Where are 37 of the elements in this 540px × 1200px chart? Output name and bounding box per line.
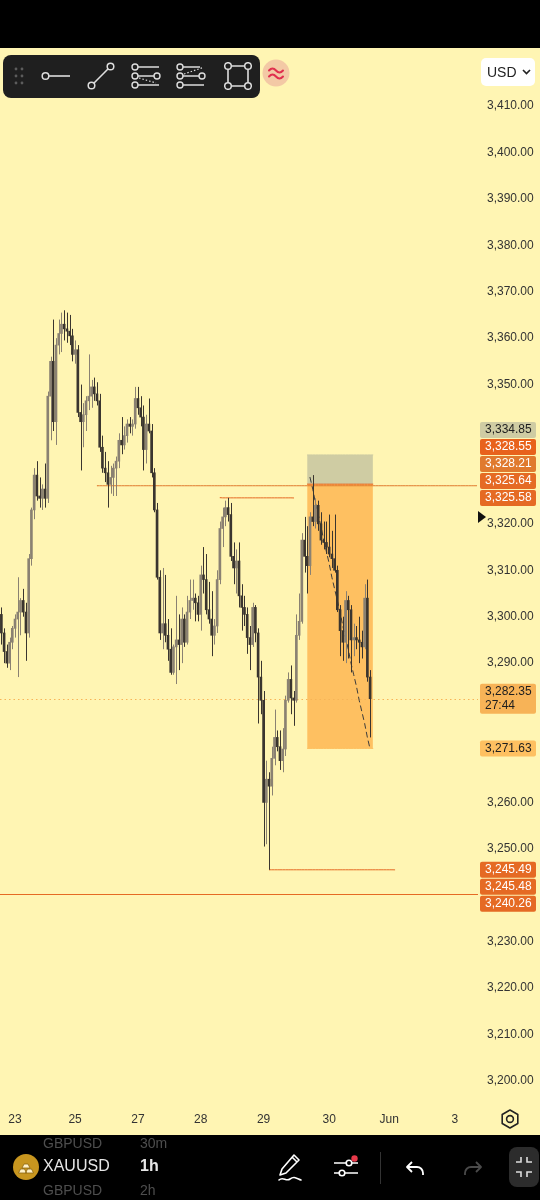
x-tick-label: 25 [68,1111,83,1126]
y-tick-label: 3,380.00 [487,237,535,252]
y-tick-label: 3,230.00 [487,934,535,949]
y-tick-label: 3,410.00 [487,98,535,113]
x-tick-label: 29 [256,1111,271,1126]
x-tick-label: 23 [8,1111,23,1126]
y-tick-label: 3,400.00 [487,144,535,159]
ref-line-label: 3,282.35 27:44 [485,683,533,712]
y-axis-title: USD [487,64,517,80]
text: 3,245.49 [485,862,533,877]
y-tick-label: 3,350.00 [487,376,535,391]
y-tick-label: 3,300.00 [487,609,535,624]
text: 3,245.48 [485,879,533,894]
x-tick-label: 27 [131,1111,145,1126]
text: 3,271.63 [485,740,533,755]
y-tick-label: 3,250.00 [487,841,535,856]
y-tick-label: 3,290.00 [487,655,535,670]
y-tick-label: 3,210.00 [487,1026,535,1041]
y-tick-label: 3,260.00 [487,794,535,809]
y-tick-label: 3,310.00 [487,562,535,577]
y-tick-label: 3,370.00 [487,284,535,299]
y-tick-label: 3,200.00 [487,1073,535,1088]
x-tick-label: 3 [451,1111,459,1126]
x-tick-label: 28 [194,1111,208,1126]
text: 3,325.58 [485,490,533,505]
y-tick-label: 3,320.00 [487,516,535,531]
text: 3,328.21 [485,456,533,471]
text: 3,325.64 [485,473,533,488]
dropdown-field: USD [481,58,535,86]
text: 3,334.85 [485,422,533,437]
ref-line-label: 3,240.26 [485,896,533,911]
x-tick-label: 30 [322,1111,337,1126]
y-tick-label: 3,390.00 [487,191,535,206]
y-tick-label: 3,360.00 [487,330,535,345]
x-tick-label: Jun [379,1111,399,1126]
y-tick-label: 3,220.00 [487,980,535,995]
text: 3,328.55 [485,439,533,454]
